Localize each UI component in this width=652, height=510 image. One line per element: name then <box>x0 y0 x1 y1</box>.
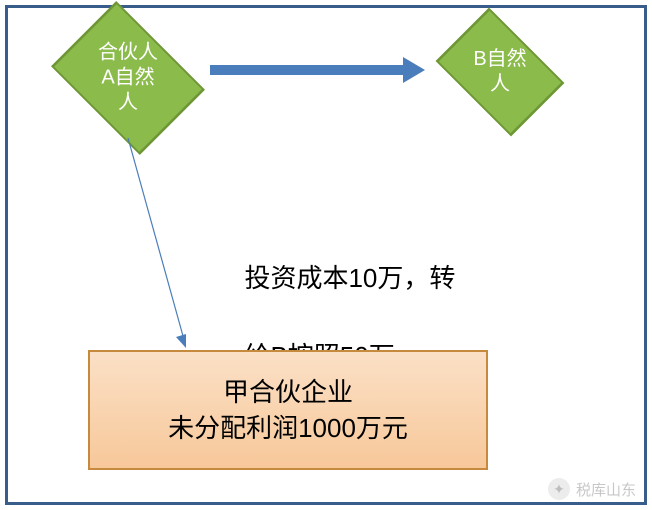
node-company: 甲合伙企业 未分配利润1000万元 <box>88 350 488 470</box>
node-company-label: 甲合伙企业 未分配利润1000万元 <box>168 374 408 447</box>
node-company-label-line1: 甲合伙企业 <box>223 377 353 407</box>
wechat-icon: ✦ <box>548 478 570 500</box>
watermark-text: 税库山东 <box>576 479 636 500</box>
node-company-label-line2: 未分配利润1000万元 <box>168 413 408 443</box>
watermark: ✦ 税库山东 <box>548 478 636 500</box>
annotation-line1: 投资成本10万，转 <box>244 263 455 293</box>
